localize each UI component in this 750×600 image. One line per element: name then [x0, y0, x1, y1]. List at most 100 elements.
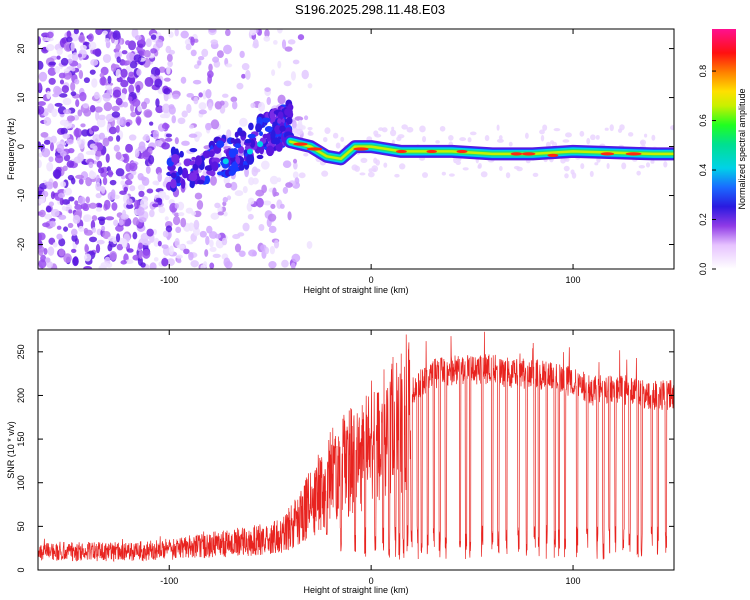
- noise-blob: [143, 109, 153, 118]
- noise-blob: [148, 155, 155, 165]
- noise-blob: [120, 180, 125, 186]
- noise-blob: [88, 171, 97, 180]
- noise-blob: [161, 103, 171, 114]
- noise-blob: [96, 117, 106, 128]
- colorbar-tick-label: 0.8: [698, 65, 708, 78]
- chirp-blob: [277, 118, 282, 124]
- noise-blob: [264, 29, 270, 38]
- noise-blob: [38, 71, 48, 82]
- noise-blob: [239, 50, 245, 59]
- noise-blob: [54, 102, 63, 107]
- noise-blob: [111, 111, 121, 118]
- noise-blob: [351, 164, 359, 171]
- noise-blob: [85, 196, 90, 204]
- chirp-blob: [189, 148, 198, 153]
- noise-blob: [116, 243, 124, 251]
- noise-blob: [545, 141, 551, 148]
- noise-blob: [294, 177, 300, 185]
- noise-blob: [98, 264, 107, 269]
- noise-blob: [163, 88, 171, 95]
- noise-blob: [166, 258, 175, 266]
- noise-blob: [297, 34, 305, 41]
- noise-blob: [248, 249, 257, 257]
- noise-blob: [129, 60, 138, 69]
- noise-blob: [401, 124, 408, 130]
- noise-blob: [100, 75, 106, 86]
- noise-blob: [212, 56, 220, 63]
- chirp-blob: [204, 165, 213, 172]
- noise-blob: [360, 157, 368, 164]
- noise-blob: [292, 158, 298, 164]
- noise-blob: [553, 128, 561, 132]
- noise-blob: [619, 124, 625, 131]
- snr-y-tick-label: 0: [16, 567, 26, 572]
- noise-blob: [146, 228, 154, 237]
- noise-blob: [196, 200, 204, 210]
- noise-blob: [52, 169, 62, 179]
- noise-blob: [301, 69, 309, 80]
- chirp-blob: [216, 171, 224, 176]
- noise-blob: [61, 205, 67, 211]
- noise-blob: [198, 109, 207, 115]
- noise-blob: [105, 153, 110, 163]
- noise-blob: [277, 94, 286, 105]
- noise-blob: [137, 105, 143, 112]
- noise-blob: [273, 40, 278, 45]
- noise-blob: [74, 204, 83, 211]
- noise-blob: [61, 85, 70, 94]
- noise-blob: [663, 161, 668, 168]
- chirp-blob: [228, 148, 237, 158]
- snr-y-ticks: 0 50 100 150 200 250: [16, 344, 674, 573]
- noise-blob: [448, 173, 455, 177]
- noise-blob: [158, 206, 166, 214]
- noise-blob: [118, 219, 124, 226]
- noise-blob: [161, 244, 169, 249]
- noise-blob: [270, 203, 276, 209]
- noise-blob: [279, 203, 285, 209]
- noise-blob: [138, 250, 143, 259]
- noise-blob: [68, 209, 73, 214]
- noise-blob: [101, 225, 106, 232]
- noise-blob: [621, 162, 627, 170]
- noise-blob: [422, 135, 427, 143]
- noise-blob: [439, 125, 446, 132]
- noise-blob: [172, 93, 180, 100]
- noise-blob: [627, 132, 634, 137]
- noise-blob: [201, 48, 209, 58]
- noise-blob: [47, 246, 55, 256]
- noise-blob: [120, 260, 127, 265]
- noise-blob: [78, 196, 86, 205]
- chirp-blob: [183, 158, 191, 167]
- noise-blob: [168, 31, 174, 38]
- snr-x-ticks: -100 0 100: [160, 330, 581, 586]
- noise-blob: [38, 199, 44, 205]
- noise-blob: [58, 93, 68, 98]
- noise-blob: [589, 170, 594, 177]
- noise-blob: [303, 152, 309, 157]
- noise-blob: [381, 127, 388, 133]
- noise-blob: [165, 225, 173, 233]
- noise-blob: [83, 253, 92, 262]
- noise-blob: [63, 226, 69, 232]
- noise-blob: [91, 78, 98, 88]
- noise-blob: [335, 142, 341, 149]
- noise-blob: [59, 79, 65, 85]
- chirp-blob: [256, 154, 264, 160]
- noise-blob: [307, 126, 313, 131]
- chirp-blob: [170, 146, 177, 156]
- chirp-blob: [211, 161, 219, 172]
- noise-blob: [164, 216, 169, 221]
- chirp-blob: [255, 123, 262, 133]
- noise-blob: [367, 171, 375, 178]
- noise-blob: [153, 237, 160, 247]
- noise-blob: [359, 172, 366, 176]
- noise-blob: [44, 213, 53, 220]
- noise-blob: [149, 262, 157, 269]
- noise-blob: [242, 185, 248, 194]
- noise-blob: [484, 134, 490, 142]
- noise-blob: [38, 101, 46, 107]
- noise-blob: [158, 66, 166, 73]
- noise-blob: [125, 40, 131, 46]
- noise-blob: [98, 218, 105, 226]
- noise-blob: [214, 202, 221, 209]
